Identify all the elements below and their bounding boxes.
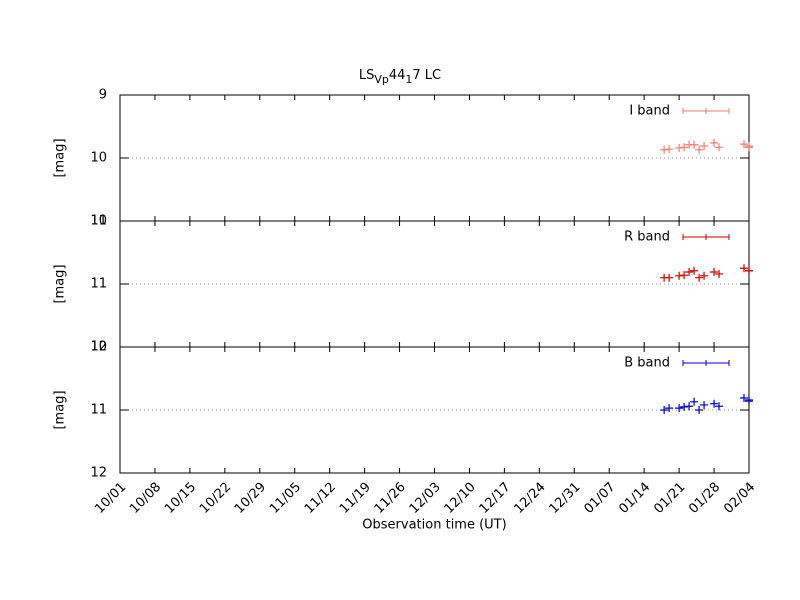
data-point [675,404,684,413]
x-tick-label: 10/01 [92,480,129,517]
data-point [745,143,753,152]
data-point [695,145,704,154]
x-tick-label: 12/10 [442,480,479,517]
data-point [675,271,684,280]
data-point [690,140,699,149]
x-tick-label: 10/29 [232,480,269,517]
data-point [710,268,719,277]
x-tick-label: 12/31 [546,480,583,517]
y-tick-label: 9 [99,88,107,103]
title-part: LS [359,68,375,83]
data-point [685,268,694,277]
title-part: V [374,73,382,86]
data-point [715,402,724,411]
x-tick-label: 11/19 [337,480,374,517]
data-point [680,402,689,411]
title-part: p [382,73,389,86]
data-point [745,397,753,406]
data-point [680,271,689,280]
data-point [675,143,684,152]
data-point [660,145,669,154]
data-point [680,143,689,152]
y-tick-label: 12 [90,340,107,355]
data-point [690,397,699,406]
y-tick-label: 12 [90,466,107,481]
x-tick-label: 12/03 [407,480,444,517]
y-tick-label: 11 [90,277,107,292]
x-tick-label: 01/28 [686,480,723,517]
y-tick-label: 10 [90,214,107,229]
x-tick-label: 11/26 [372,480,409,517]
legend-symbol [682,360,730,366]
y-axis-label: [mag] [53,264,68,303]
title-part: 7 LC [412,68,441,83]
x-tick-label: 10/15 [162,480,199,517]
data-point [710,399,719,408]
y-tick-label: 11 [90,214,107,229]
data-point [665,404,674,413]
x-tick-label: 11/12 [302,480,339,517]
x-tick-label: 12/24 [512,480,549,517]
y-axis-label: [mag] [53,390,68,429]
legend-label: R band [624,230,670,245]
y-tick-label: 10 [90,151,107,166]
data-point [745,266,753,275]
legend-symbol [682,234,730,240]
data-point [690,266,699,275]
data-point [715,269,724,278]
y-axis-label: [mag] [53,138,68,177]
x-axis-label: Observation time (UT) [362,518,506,533]
data-point [740,394,749,403]
data-point [710,138,719,147]
chart-title: LSVp4417 LC [359,68,441,87]
x-tick-label: 10/22 [197,480,234,517]
x-tick-label: 11/05 [267,480,304,517]
legend-symbol [682,108,730,114]
data-point [695,406,704,414]
x-tick-label: 01/14 [616,480,653,517]
x-tick-label: 12/17 [477,480,514,517]
data-point [740,264,749,273]
data-point [665,273,674,282]
data-point [700,142,709,151]
data-point [685,402,694,411]
data-point [715,143,724,152]
x-tick-label: 01/21 [651,480,688,517]
data-point [740,140,749,149]
data-point [660,406,669,414]
data-point [700,400,709,409]
y-tick-label: 11 [90,403,107,418]
data-point [700,271,709,280]
x-tick-label: 02/04 [721,480,758,517]
data-point [665,145,674,154]
x-tick-label: 01/07 [581,480,618,517]
title-part: 44 [389,68,406,83]
title-part: 1 [405,73,412,86]
data-point [695,273,704,282]
legend-label: B band [624,356,670,371]
x-tick-label: 10/08 [127,480,164,517]
legend-label: I band [629,104,670,119]
y-tick-label: 10 [90,340,107,355]
